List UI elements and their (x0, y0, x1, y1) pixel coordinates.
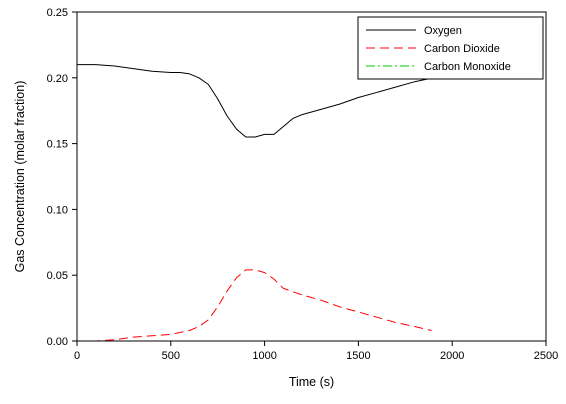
y-tick-label: 0.15 (47, 139, 68, 151)
y-tick-label: 0.25 (47, 7, 68, 19)
x-tick-label: 1500 (346, 350, 370, 362)
legend: Oxygen Carbon Dioxide Carbon Monoxide (357, 16, 544, 80)
x-tick-label: 1000 (252, 350, 276, 362)
x-tick-label: 0 (74, 350, 80, 362)
y-tick-label: 0.10 (47, 204, 68, 216)
ticks-layer: 0 500 1000 1500 2000 2500 0.00 0.05 0.10 0.15 0.20… (47, 7, 559, 362)
plot-frame (76, 11, 547, 342)
x-tick-label: 2500 (534, 350, 558, 362)
y-axis-title: Gas Concentration (molar fraction) (13, 81, 27, 273)
x-tick-label: 2000 (440, 350, 464, 362)
y-tick-label: 0.00 (47, 336, 68, 348)
y-tick-label: 0.05 (47, 270, 68, 282)
x-axis-title: Time (s) (289, 375, 334, 389)
series-line-oxygen (77, 64, 434, 138)
y-axis-title-group: Gas Concentration (molar fraction) (13, 81, 27, 273)
legend-label: Oxygen (424, 25, 462, 37)
series-line-carbon-dioxide (77, 269, 432, 342)
series-layer (77, 64, 434, 342)
y-tick-label: 0.20 (47, 73, 68, 85)
legend-label: Carbon Dioxide (424, 43, 500, 55)
legend-label: Carbon Monoxide (424, 61, 511, 73)
x-tick-label: 500 (162, 350, 180, 362)
